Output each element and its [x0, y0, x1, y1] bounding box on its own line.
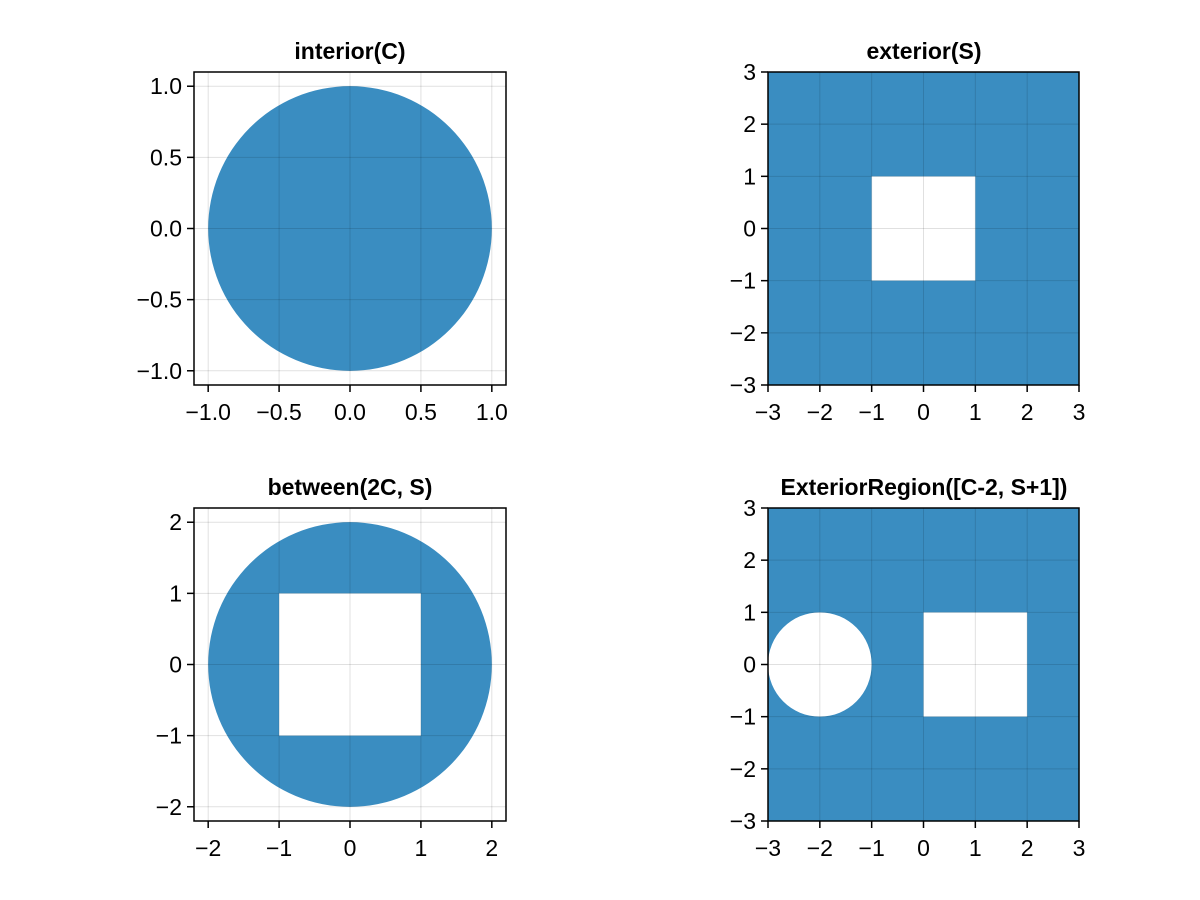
x-tick-label: −2: [807, 835, 833, 861]
x-tick-label: 0: [917, 399, 930, 425]
filled-region: [208, 522, 492, 807]
x-tick-label: −1: [859, 399, 885, 425]
x-tick-label: −1: [266, 835, 292, 861]
filled-region: [768, 508, 1079, 821]
y-tick-label: 0: [169, 652, 182, 678]
filled-region: [208, 86, 492, 371]
filled-region: [768, 72, 1079, 385]
panel-exterior-s: −3 −2 −1 0 1 2 3 −3 −2 −1 0 1 2 3 exterior(S): [730, 38, 1086, 425]
x-tick-label: −1.0: [185, 399, 230, 425]
x-tick-label: −3: [755, 399, 781, 425]
x-tick-label: −0.5: [256, 399, 301, 425]
x-tick-label: 2: [1021, 399, 1034, 425]
panel-exterior-region: −3 −2 −1 0 1 2 3 −3 −2 −1 0 1 2 3 ExteriorRegion([C-2,…: [730, 474, 1086, 861]
x-tick-label: 3: [1073, 835, 1086, 861]
panel-between-2c-s: −2 −1 0 1 2 −2 −1 0 1 2 between(2C, S): [156, 474, 507, 861]
x-tick-label: −2: [195, 835, 221, 861]
y-tick-label: 1: [169, 580, 182, 606]
y-tick-label: 0: [743, 652, 756, 678]
y-tick-label: −2: [730, 320, 756, 346]
panel-title: exterior(S): [866, 38, 981, 64]
panel-interior-c: −1.0 −0.5 0.0 0.5 1.0 −1.0 −0.5 0.0 0.5 1.0 interi…: [137, 38, 508, 425]
y-tick-label: 0.0: [150, 216, 182, 242]
x-tick-label: −1: [859, 835, 885, 861]
panel-title: between(2C, S): [268, 474, 433, 500]
x-tick-label: 1: [969, 399, 982, 425]
x-tick-label: 0: [917, 835, 930, 861]
panel-title: interior(C): [294, 38, 405, 64]
y-tick-label: −0.5: [137, 287, 182, 313]
y-tick-label: −1: [730, 268, 756, 294]
y-tick-label: 0: [743, 216, 756, 242]
y-tick-label: 2: [743, 547, 756, 573]
x-tick-label: 1: [415, 835, 428, 861]
x-tick-label: 2: [1021, 835, 1034, 861]
y-tick-label: −2: [156, 794, 182, 820]
x-tick-label: 3: [1073, 399, 1086, 425]
y-tick-label: 2: [743, 111, 756, 137]
x-tick-label: 1: [969, 835, 982, 861]
y-tick-label: 2: [169, 509, 182, 535]
x-tick-label: 2: [485, 835, 498, 861]
x-tick-label: −2: [807, 399, 833, 425]
y-tick-label: −3: [730, 372, 756, 398]
x-tick-label: 1.0: [476, 399, 508, 425]
x-tick-label: −3: [755, 835, 781, 861]
y-tick-label: −1.0: [137, 358, 182, 384]
y-tick-label: −1: [156, 723, 182, 749]
panel-title: ExteriorRegion([C-2, S+1]): [781, 474, 1068, 500]
x-tick-label: 0: [344, 835, 357, 861]
y-tick-label: 1: [743, 163, 756, 189]
x-tick-label: 0.0: [334, 399, 366, 425]
y-tick-label: −2: [730, 756, 756, 782]
y-tick-label: 3: [743, 495, 756, 521]
y-tick-label: 3: [743, 59, 756, 85]
y-tick-label: −1: [730, 704, 756, 730]
y-tick-label: 1.0: [150, 73, 182, 99]
x-tick-label: 0.5: [405, 399, 437, 425]
y-tick-label: −3: [730, 808, 756, 834]
y-tick-label: 1: [743, 599, 756, 625]
y-tick-label: 0.5: [150, 144, 182, 170]
